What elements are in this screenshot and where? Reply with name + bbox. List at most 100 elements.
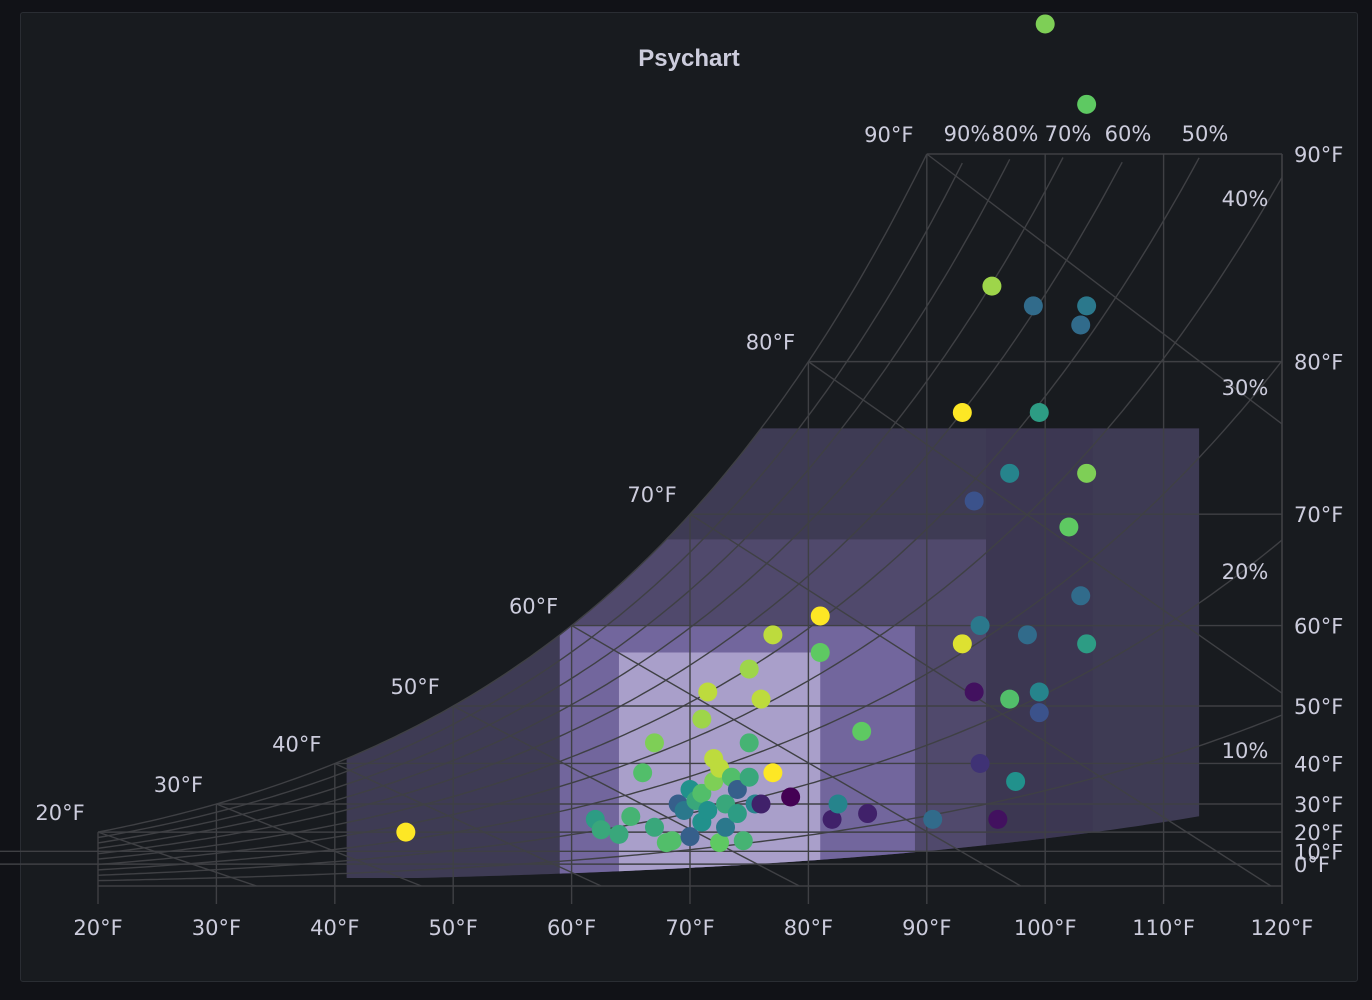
x-tick-label: 30°F	[192, 916, 241, 940]
data-point[interactable]	[662, 831, 682, 851]
wet-bulb-line	[689, 513, 1272, 887]
data-point[interactable]	[1029, 402, 1049, 422]
data-point[interactable]	[680, 827, 700, 847]
axis-labels: 20°F 30°F 40°F 50°F 60°F 70°F 80°F 90°F 100°F 110…	[35, 122, 1343, 940]
data-point[interactable]	[1023, 296, 1043, 316]
data-point[interactable]	[982, 276, 1002, 296]
y-tick-label: 90°F	[1294, 143, 1343, 167]
saturation-label: 90°F	[864, 123, 913, 147]
data-point[interactable]	[923, 809, 943, 829]
data-point[interactable]	[609, 824, 629, 844]
data-points[interactable]	[396, 0, 1097, 853]
data-point[interactable]	[1006, 771, 1026, 791]
y-tick-label: 40°F	[1294, 752, 1343, 776]
saturation-label: 40°F	[272, 732, 321, 756]
data-point[interactable]	[952, 634, 972, 654]
data-point[interactable]	[1059, 517, 1079, 537]
data-point[interactable]	[763, 625, 783, 645]
rh-right-label: 30%	[1222, 376, 1269, 400]
data-point[interactable]	[1035, 14, 1055, 34]
rh-right-label: 40%	[1222, 187, 1269, 211]
data-point[interactable]	[822, 809, 842, 829]
data-point[interactable]	[710, 833, 730, 853]
data-point[interactable]	[810, 606, 830, 626]
data-point[interactable]	[1000, 689, 1020, 709]
rh-top-label: 60%	[1105, 122, 1152, 146]
data-point[interactable]	[751, 794, 771, 814]
data-point[interactable]	[952, 402, 972, 422]
data-point[interactable]	[810, 643, 830, 663]
rh-curve	[97, 157, 1200, 860]
saturation-label: 70°F	[627, 483, 676, 507]
data-point[interactable]	[733, 831, 753, 851]
rh-curve	[97, 161, 1123, 855]
data-point[interactable]	[396, 822, 416, 842]
x-tick-label: 40°F	[310, 916, 359, 940]
rh-curve	[97, 714, 1283, 882]
data-point[interactable]	[644, 817, 664, 837]
rh-curve	[97, 162, 963, 839]
rh-top-label: 70%	[1045, 122, 1092, 146]
data-point[interactable]	[763, 763, 783, 783]
data-point[interactable]	[692, 783, 712, 803]
data-point[interactable]	[698, 682, 718, 702]
data-point[interactable]	[1029, 682, 1049, 702]
data-point[interactable]	[633, 763, 653, 783]
data-point[interactable]	[727, 804, 747, 824]
y-tick-label: 60°F	[1294, 615, 1343, 639]
y-tick-label: 30°F	[1294, 793, 1343, 817]
wet-bulb-line	[334, 762, 602, 887]
rh-right-label: 20%	[1222, 560, 1269, 584]
data-point[interactable]	[970, 753, 990, 773]
data-point[interactable]	[1017, 625, 1037, 645]
data-point[interactable]	[739, 767, 759, 787]
data-point[interactable]	[692, 709, 712, 729]
x-tick-label: 60°F	[547, 916, 596, 940]
rh-top-label: 80%	[992, 122, 1039, 146]
data-point[interactable]	[964, 682, 984, 702]
x-tick-label: 80°F	[784, 916, 833, 940]
data-point[interactable]	[1071, 586, 1091, 606]
data-point[interactable]	[781, 787, 801, 807]
data-point[interactable]	[1077, 463, 1097, 483]
wet-bulb-line	[216, 803, 422, 887]
wet-bulb-line	[452, 705, 800, 887]
y-tick-label: 20°F	[1294, 821, 1343, 845]
data-point[interactable]	[1077, 296, 1097, 316]
data-point[interactable]	[988, 809, 1008, 829]
data-point[interactable]	[828, 794, 848, 814]
data-point[interactable]	[858, 804, 878, 824]
x-tick-label: 100°F	[1014, 916, 1077, 940]
rh-curve	[97, 157, 1064, 849]
data-point[interactable]	[698, 800, 718, 820]
rh-curve	[97, 158, 1011, 844]
rh-curve	[97, 176, 1283, 866]
data-point[interactable]	[1071, 315, 1091, 335]
rh-top-label: 50%	[1182, 122, 1229, 146]
saturation-label: 30°F	[154, 773, 203, 797]
data-point[interactable]	[852, 721, 872, 741]
data-point[interactable]	[751, 689, 771, 709]
data-point[interactable]	[1077, 634, 1097, 654]
data-point[interactable]	[964, 491, 984, 511]
data-point[interactable]	[1000, 463, 1020, 483]
data-point[interactable]	[591, 820, 611, 840]
data-point[interactable]	[739, 659, 759, 679]
saturation-label: 80°F	[746, 331, 795, 355]
wet-bulb-line	[571, 624, 1022, 887]
data-point[interactable]	[727, 780, 747, 800]
data-point[interactable]	[1077, 94, 1097, 114]
x-tick-label: 50°F	[429, 916, 478, 940]
rh-curve	[97, 360, 1283, 871]
data-point[interactable]	[621, 807, 641, 827]
data-point[interactable]	[739, 733, 759, 753]
wet-bulb-line	[97, 831, 257, 887]
data-point[interactable]	[716, 817, 736, 837]
y-tick-label: 10°F	[1294, 840, 1343, 864]
y-tick-label: 0°F	[1294, 853, 1330, 877]
data-point[interactable]	[970, 616, 990, 636]
data-point[interactable]	[644, 733, 664, 753]
data-point[interactable]	[1029, 703, 1049, 723]
x-tick-label: 110°F	[1132, 916, 1195, 940]
